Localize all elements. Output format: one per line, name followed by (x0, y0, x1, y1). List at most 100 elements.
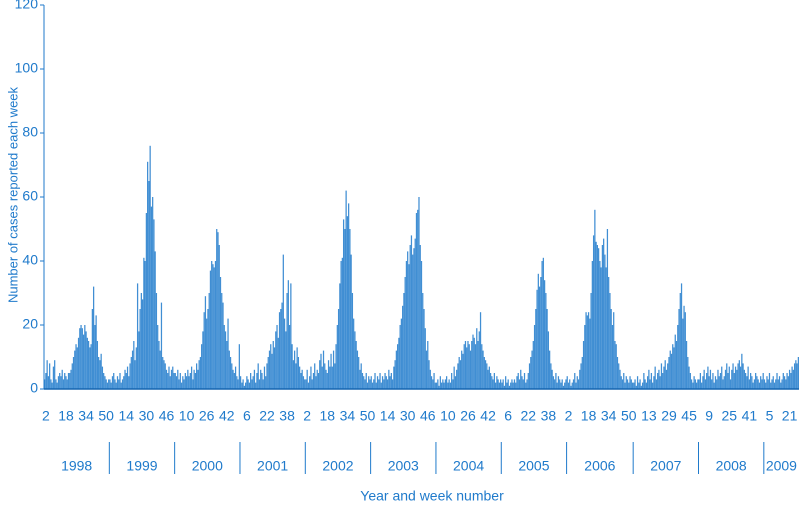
bar (415, 213, 418, 389)
bar (321, 366, 323, 389)
bar (356, 350, 359, 389)
bar (795, 360, 797, 389)
bar (469, 350, 472, 389)
bar (667, 363, 669, 389)
bar (325, 369, 327, 389)
bar (502, 379, 504, 389)
x-tick-label: 50 (98, 408, 114, 424)
x-tick-label: 26 (199, 408, 215, 424)
bar (584, 325, 586, 389)
x-tick-label: 22 (259, 408, 275, 424)
bar (765, 382, 767, 389)
bar (546, 309, 548, 389)
bar (369, 379, 371, 389)
bar (716, 379, 718, 389)
year-label: 2007 (650, 458, 681, 474)
bar (330, 353, 332, 389)
bar (167, 373, 169, 389)
bar (306, 369, 308, 389)
bar (329, 366, 331, 389)
bar (398, 337, 400, 389)
bar (360, 363, 362, 389)
bar (615, 344, 617, 389)
bar (120, 382, 122, 389)
y-tick-label: 20 (22, 316, 38, 332)
bar (624, 382, 626, 389)
x-tick-label: 21 (782, 408, 798, 424)
bar (619, 369, 621, 389)
bar (711, 379, 713, 389)
bar (630, 379, 632, 389)
bar (791, 366, 793, 389)
bar (149, 145, 151, 389)
bar (57, 376, 60, 389)
bar (363, 376, 365, 389)
bar (238, 344, 240, 389)
bar (247, 379, 249, 389)
x-tick-label: 46 (159, 408, 175, 424)
bar (729, 379, 732, 389)
bar (692, 382, 694, 389)
bar (503, 385, 506, 389)
bar (130, 357, 132, 389)
bar (564, 382, 566, 389)
bar (193, 369, 195, 389)
bar (354, 331, 356, 389)
bar (493, 373, 495, 389)
bar (335, 344, 337, 389)
bar (722, 379, 724, 389)
bar (305, 379, 307, 389)
x-tick-label: 6 (243, 408, 251, 424)
bar (699, 373, 702, 389)
bar (669, 350, 671, 389)
bar (526, 379, 528, 389)
bar (439, 376, 441, 389)
bar (342, 219, 345, 389)
bar (472, 334, 474, 389)
bar (253, 369, 256, 389)
bar (260, 369, 262, 389)
bar (344, 229, 346, 389)
bar (412, 254, 414, 389)
bar (185, 376, 188, 389)
bar (744, 373, 747, 389)
bar (453, 366, 455, 389)
bar (755, 373, 757, 389)
bar (72, 357, 75, 389)
bar (402, 305, 404, 389)
bar (447, 382, 449, 389)
bar (371, 382, 374, 389)
bar (717, 369, 719, 389)
bar (738, 360, 740, 389)
bar (587, 312, 590, 389)
bar (67, 373, 70, 389)
bar (796, 363, 798, 389)
bar (631, 382, 634, 389)
bar (658, 369, 660, 389)
bar (797, 357, 799, 389)
bar (457, 363, 459, 389)
bar (204, 296, 207, 389)
bar (701, 382, 703, 389)
bar (182, 376, 184, 389)
bar (614, 341, 616, 389)
bar (780, 382, 782, 389)
bar (466, 347, 468, 389)
y-tick-label: 0 (30, 380, 38, 396)
bar (532, 341, 534, 389)
y-axis-title: Number of cases reported each week (5, 86, 20, 303)
bar (538, 286, 541, 389)
bar (643, 373, 645, 389)
bar (483, 357, 485, 389)
bar (164, 363, 166, 389)
bar (777, 379, 779, 389)
bar (609, 293, 611, 389)
bar (571, 382, 573, 389)
bar (81, 328, 83, 389)
x-tick-label: 46 (420, 408, 436, 424)
bar (458, 357, 460, 389)
bar (135, 347, 137, 389)
bar (463, 344, 465, 389)
bar (310, 366, 312, 389)
bar (350, 254, 352, 389)
